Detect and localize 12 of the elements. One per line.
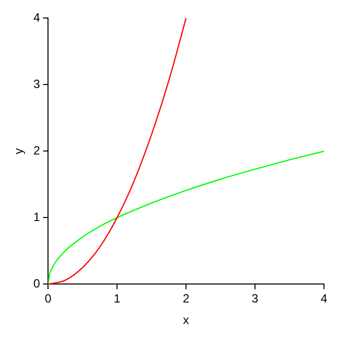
y-tick-label: 1 xyxy=(33,210,40,224)
x-tick-label: 2 xyxy=(182,292,190,306)
y-axis-title: y xyxy=(12,148,26,154)
x-tick-label: 0 xyxy=(44,292,52,306)
x-tick-label: 1 xyxy=(114,292,121,306)
y-tick-label: 3 xyxy=(33,77,40,92)
y-tick-label: 0 xyxy=(33,276,40,291)
x-axis-title: x xyxy=(183,313,190,328)
x-tick-label: 3 xyxy=(252,292,259,306)
y-tick-label: 4 xyxy=(33,10,40,25)
y-tick-label: 2 xyxy=(33,144,40,158)
x-tick-label: 4 xyxy=(320,292,328,306)
